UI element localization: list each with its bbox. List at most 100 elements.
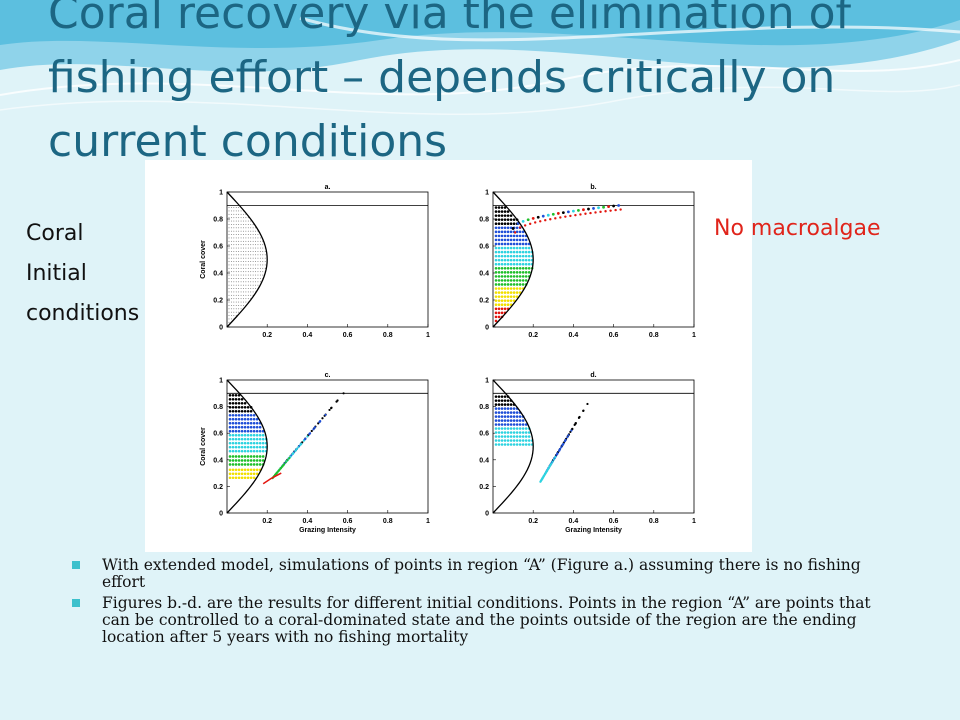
y-tick-label: 0.8 (213, 217, 223, 224)
initial-point (521, 242, 525, 246)
region-a-point (228, 223, 230, 225)
endpoint (531, 217, 535, 220)
initial-point (258, 437, 262, 441)
region-a-point (230, 254, 232, 256)
initial-point (240, 409, 244, 413)
region-a-point (245, 294, 247, 296)
wave-line-1 (0, 59, 960, 96)
initial-point (500, 403, 504, 406)
initial-point (509, 250, 513, 254)
initial-point (503, 222, 507, 226)
chart-panel-d: 0 0.2 0.4 0.6 0.8 1 0.2 0.4 0.6 0.8 1 d. Grazing Int… (479, 372, 696, 534)
initial-point (494, 271, 498, 274)
initial-point (494, 411, 498, 414)
region-a-point (240, 230, 242, 232)
initial-point (521, 275, 525, 278)
x-tick-label: 0.6 (343, 518, 353, 525)
region-a-point (233, 288, 235, 289)
initial-point (234, 455, 238, 458)
initial-point (494, 427, 498, 430)
region-a-point (235, 288, 237, 289)
region-a-point (250, 267, 252, 269)
initial-point (527, 443, 531, 446)
region-a-point (230, 261, 232, 262)
region-a-point (247, 237, 249, 239)
region-a-point (233, 304, 235, 306)
region-a-point (240, 288, 242, 289)
region-a-point (228, 274, 230, 276)
initial-point (497, 279, 501, 282)
initial-point (231, 425, 235, 429)
region-a-point (257, 254, 259, 256)
initial-point (503, 443, 507, 446)
initial-point (497, 407, 501, 410)
boundary-curve (492, 191, 534, 328)
region-a-point (235, 240, 237, 242)
initial-point (509, 266, 513, 270)
initial-point (518, 443, 522, 446)
initial-point (506, 238, 510, 242)
initial-point (506, 287, 510, 290)
initial-point (512, 222, 516, 226)
x-tick-label: 0.2 (262, 518, 272, 525)
region-a-point (233, 244, 235, 246)
initial-point (494, 287, 498, 290)
endpoint (554, 217, 557, 220)
initial-point (255, 429, 259, 433)
region-a-point (245, 234, 247, 235)
region-a-point (240, 277, 242, 279)
initial-point (494, 246, 498, 250)
initial-point (246, 433, 250, 437)
initial-point (497, 222, 501, 226)
region-a-point (238, 284, 240, 286)
region-a-point (233, 213, 235, 215)
region-a-point (247, 274, 249, 276)
initial-point (234, 397, 238, 401)
x-tick-label: 0.8 (383, 332, 393, 339)
initial-point (506, 218, 510, 221)
region-a-point (243, 234, 244, 235)
initial-point (500, 206, 504, 209)
region-a-point (228, 237, 230, 239)
initial-point (524, 266, 528, 270)
initial-point (494, 234, 498, 238)
initial-point (503, 415, 507, 418)
bullet-item: Figures b.-d. are the results for differ… (72, 595, 902, 646)
trajectory-point (310, 429, 313, 433)
region-a-point (259, 274, 261, 276)
initial-point (249, 433, 253, 437)
initial-point (506, 303, 510, 307)
region-a-point (264, 254, 266, 256)
no-macroalgae-label: No macroalgae (714, 216, 881, 241)
region-a-point (245, 264, 247, 266)
region-a-point (240, 304, 242, 306)
region-a-point (235, 291, 237, 293)
initial-point (524, 242, 528, 246)
initial-point (255, 455, 259, 458)
region-a-point (252, 234, 254, 235)
initial-point (509, 222, 513, 226)
region-a-point (235, 308, 237, 310)
trajectory-point (324, 413, 327, 417)
region-a-point (240, 250, 242, 252)
initial-point (255, 433, 259, 437)
region-a-point (259, 271, 261, 273)
initial-point (500, 287, 504, 290)
region-a-point (247, 277, 249, 279)
region-a-point (238, 288, 240, 289)
boundary-curve (492, 379, 534, 514)
initial-point (515, 271, 519, 274)
trajectory-point (276, 471, 279, 474)
initial-point (255, 441, 259, 445)
trajectory-point (558, 449, 561, 452)
region-a-point (259, 257, 261, 259)
initial-point (509, 262, 513, 266)
initial-point (500, 423, 504, 426)
initial-point (261, 455, 265, 458)
region-a-point (257, 267, 259, 269)
initial-point (503, 283, 507, 286)
initial-point (518, 246, 522, 250)
endpoint (602, 205, 605, 209)
initial-point (240, 441, 244, 445)
initial-point (509, 258, 513, 262)
